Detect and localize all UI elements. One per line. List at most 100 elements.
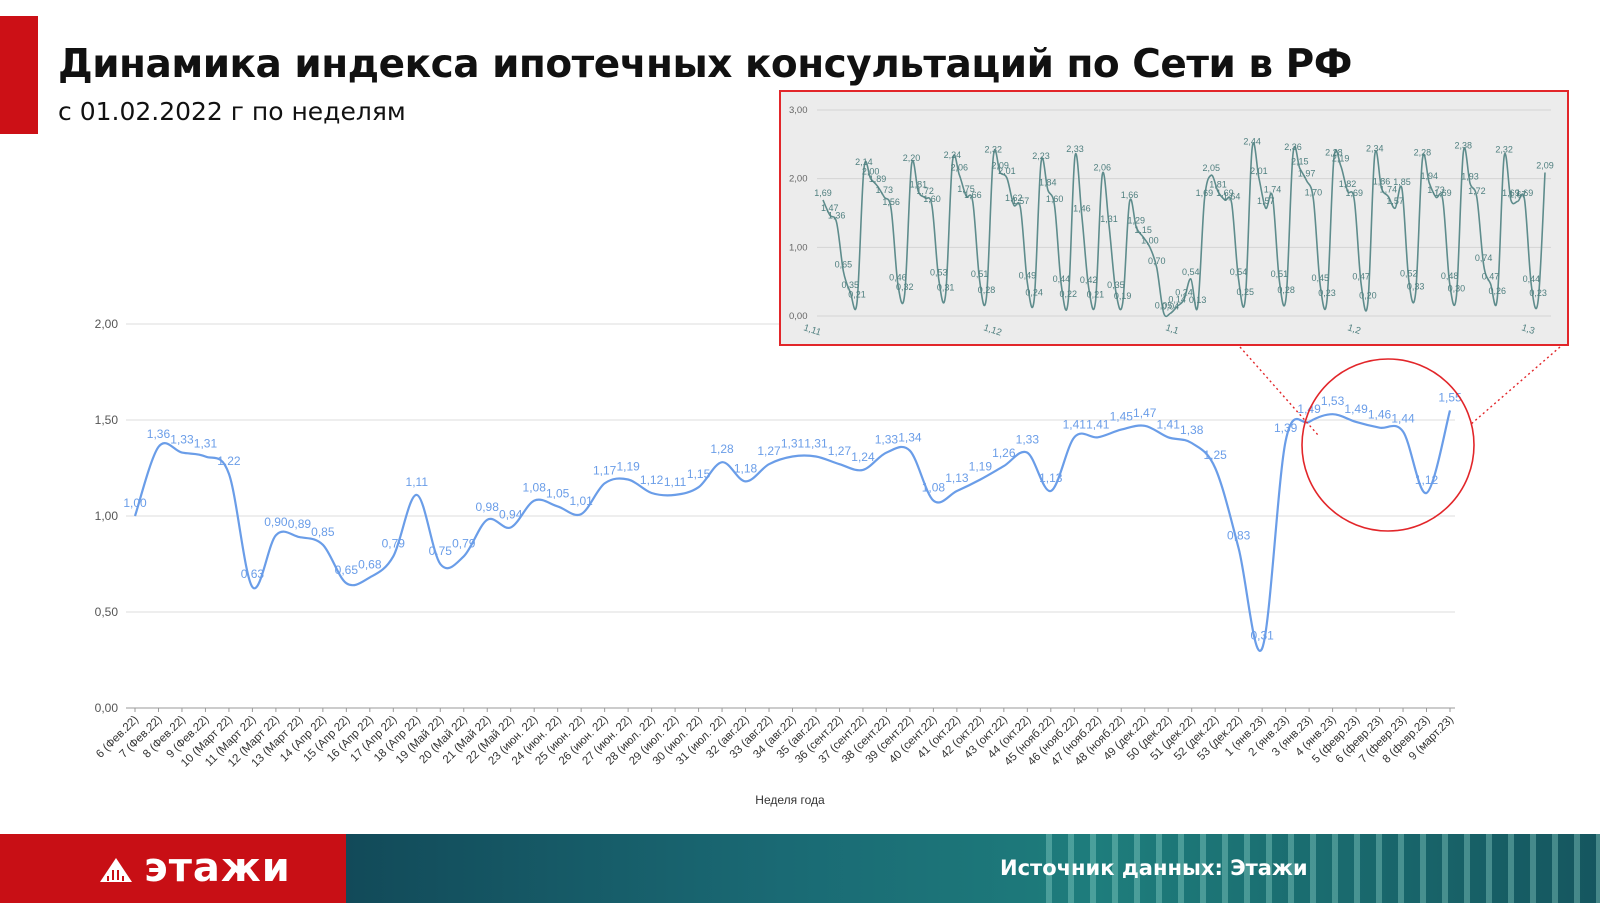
inset-data-label: 1,85 (1393, 177, 1411, 187)
inset-y-tick-label: 0,00 (789, 311, 808, 322)
inset-data-label: 2,44 (1243, 136, 1261, 146)
source-note: Источник данных: Этажи (1000, 856, 1308, 880)
building-icon (100, 858, 132, 882)
data-label: 1,45 (1110, 410, 1134, 424)
inset-x-tick-label: 1,3 (1520, 322, 1536, 337)
main-line-chart: 0,000,501,001,502,006 (Фев.22)7 (Фев.22)… (94, 317, 1561, 807)
inset-data-label: 0,21 (1087, 290, 1105, 300)
inset-data-label: 0,30 (1448, 283, 1466, 293)
inset-data-label: 0,54 (1230, 267, 1248, 277)
inset-data-label: 0,23 (1529, 288, 1547, 298)
inset-data-label: 1,74 (1380, 185, 1398, 195)
data-label: 1,36 (147, 427, 171, 441)
inset-data-label: 1,94 (1420, 171, 1438, 181)
data-label: 1,46 (1368, 408, 1392, 422)
inset-data-label: 2,09 (991, 160, 1009, 170)
inset-data-label: 1,56 (882, 197, 900, 207)
inset-data-label: 0,52 (1400, 268, 1418, 278)
inset-data-label: 1,81 (910, 180, 928, 190)
data-label: 0,85 (311, 525, 335, 539)
inset-data-label: 1,31 (1100, 214, 1118, 224)
inset-data-label: 2,00 (862, 167, 880, 177)
inset-data-label: 0,51 (1271, 269, 1289, 279)
inset-data-label: 0,70 (1148, 256, 1166, 266)
data-label: 1,08 (922, 481, 946, 495)
inset-series-line (822, 142, 1546, 318)
footer-decor (1046, 834, 1600, 903)
footer: этажи Источник данных: Этажи (0, 834, 1600, 903)
inset-x-tick-label: 1,2 (1346, 322, 1362, 337)
inset-data-label: 0,47 (1482, 272, 1500, 282)
inset-data-label: 1,82 (1339, 179, 1357, 189)
data-label: 1,24 (851, 450, 875, 464)
page-title: Динамика индекса ипотечных консультаций … (58, 42, 1352, 87)
inset-data-label: 0,19 (1114, 291, 1132, 301)
inset-data-label: 0,26 (1489, 286, 1507, 296)
data-label: 1,13 (945, 471, 969, 485)
data-label: 1,12 (640, 473, 664, 487)
y-tick-label: 0,00 (95, 701, 119, 715)
inset-data-label: 1,89 (869, 174, 887, 184)
inset-data-label: 1,15 (1134, 225, 1152, 235)
data-label: 1,34 (898, 431, 922, 445)
inset-data-label: 0,24 (1025, 288, 1043, 298)
data-label: 1,05 (546, 486, 570, 500)
inset-data-label: 1,75 (957, 184, 975, 194)
data-label: 1,27 (757, 444, 781, 458)
footer-banner: Источник данных: Этажи (346, 834, 1600, 903)
data-label: 1,01 (569, 494, 593, 508)
data-label: 1,19 (616, 460, 640, 474)
inset-data-label: 0,49 (1019, 270, 1037, 280)
data-label: 1,55 (1438, 390, 1462, 404)
data-label: 0,90 (264, 515, 288, 529)
accent-bar (0, 16, 38, 134)
inset-data-label: 0,45 (1311, 273, 1329, 283)
inset-data-label: 1,66 (964, 190, 982, 200)
inset-data-label: 2,14 (855, 157, 873, 167)
data-label: 0,89 (288, 517, 312, 531)
inset-y-tick-label: 2,00 (789, 174, 808, 185)
y-tick-label: 1,50 (95, 413, 119, 427)
inset-data-label: 2,15 (1291, 156, 1309, 166)
inset-data-label: 2,06 (950, 163, 968, 173)
data-label: 1,18 (734, 461, 758, 475)
inset-data-label: 0,25 (1237, 287, 1255, 297)
inset-data-label: 2,19 (1332, 154, 1350, 164)
data-label: 1,22 (217, 454, 241, 468)
data-label: 1,26 (992, 446, 1016, 460)
inset-data-label: 0,74 (1475, 253, 1493, 263)
inset-data-label: 2,32 (985, 145, 1003, 155)
inset-data-label: 2,06 (1093, 163, 1111, 173)
inset-data-label: 2,36 (1284, 142, 1302, 152)
inset-data-label: 1,69 (1216, 188, 1234, 198)
inset-data-label: 1,74 (1264, 185, 1282, 195)
data-label: 1,08 (523, 481, 547, 495)
page-subtitle: с 01.02.2022 г по неделям (58, 97, 406, 126)
inset-data-label: 1,73 (876, 185, 894, 195)
inset-data-label: 2,01 (1250, 166, 1268, 176)
data-label: 1,19 (969, 460, 993, 474)
highlight-circle (1301, 358, 1475, 532)
inset-data-label: 0,33 (1407, 281, 1425, 291)
data-label: 1,27 (828, 444, 852, 458)
inset-data-label: 1,73 (1427, 185, 1445, 195)
inset-data-label: 2,23 (1032, 151, 1050, 161)
inset-y-tick-label: 1,00 (789, 242, 808, 253)
logo: этажи (98, 846, 291, 890)
data-label: 0,63 (241, 567, 265, 581)
inset-y-tick-label: 3,00 (789, 105, 808, 116)
data-label: 1,33 (170, 433, 194, 447)
inset-data-label: 0,53 (930, 268, 948, 278)
inset-data-label: 2,32 (1495, 145, 1513, 155)
inset-data-label: 0,65 (835, 259, 853, 269)
data-label: 1,12 (1415, 473, 1439, 487)
data-label: 1,31 (804, 436, 828, 450)
data-label: 1,41 (1063, 417, 1087, 431)
inset-data-label: 0,28 (1277, 285, 1295, 295)
y-tick-label: 0,50 (95, 605, 119, 619)
inset-data-label: 2,05 (1202, 163, 1220, 173)
y-tick-label: 2,00 (95, 317, 119, 331)
data-label: 0,65 (335, 563, 359, 577)
inset-data-label: 2,28 (1414, 147, 1432, 157)
inset-data-label: 1,72 (1468, 186, 1486, 196)
